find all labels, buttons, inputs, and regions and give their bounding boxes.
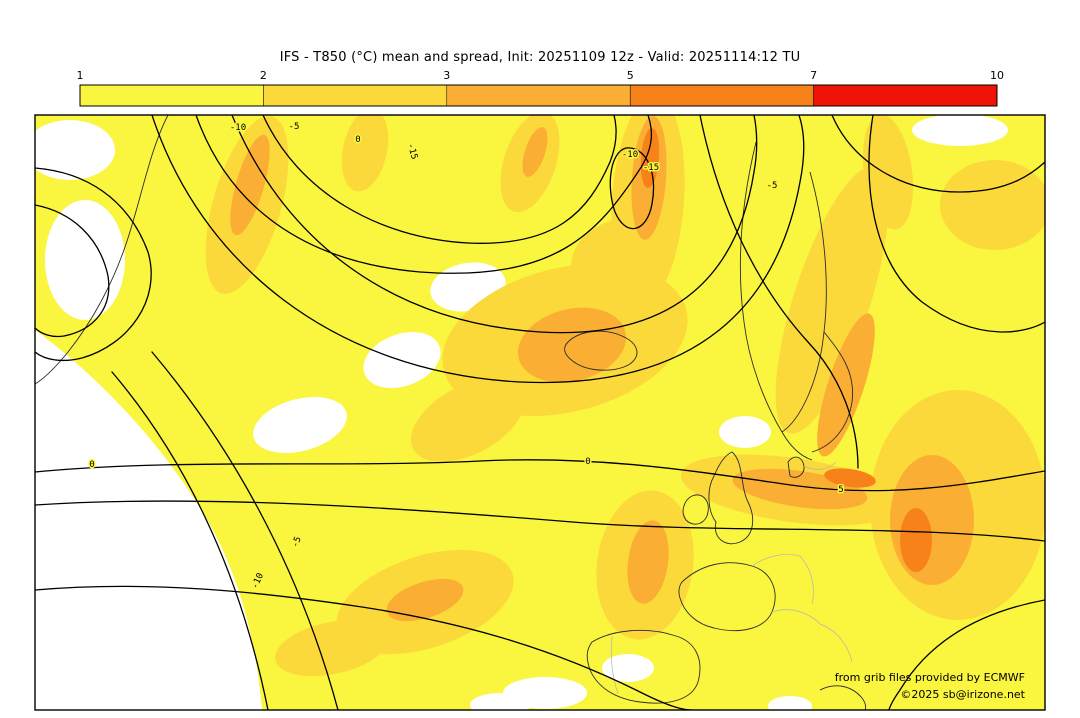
spread-region [640, 128, 660, 188]
spread-region [341, 115, 389, 192]
contour-line [195, 115, 652, 274]
spread-region [386, 578, 464, 622]
contour-label: -5 [767, 181, 778, 191]
spread-region [768, 696, 812, 710]
contour-line [35, 459, 1045, 492]
coastline-france [678, 562, 776, 631]
coastline-north-sea [781, 431, 813, 461]
spread-region [817, 313, 875, 457]
contour-line [111, 371, 269, 710]
spread-region [275, 619, 389, 677]
spread-region [45, 200, 125, 320]
border-line [771, 609, 821, 625]
spread-region [719, 416, 771, 448]
spread-region [35, 120, 115, 180]
spread-5-7-regions [640, 128, 932, 572]
spread-below1-regions [35, 115, 1008, 710]
coastline-iberia [586, 629, 701, 704]
country-borders [610, 461, 853, 695]
spread-region [912, 115, 1008, 146]
contour-label: 0 [355, 135, 360, 145]
coastline-baltic [811, 331, 854, 453]
colorbar-tick: 2 [260, 69, 267, 82]
contour-line [151, 115, 805, 384]
border-line [799, 555, 814, 605]
spread-region [940, 160, 1045, 250]
contour-line [35, 204, 110, 338]
spread-region [775, 166, 889, 434]
attribution-line2: ©2025 sb@irizone.net [900, 688, 1025, 701]
contour-label: -10 [230, 123, 246, 133]
colorbar-tick: 3 [443, 69, 450, 82]
contour-label: -10 [622, 150, 638, 160]
spread-region [410, 378, 526, 462]
contour-label: -5 [289, 122, 300, 132]
spread-region [517, 307, 627, 383]
colorbar: 1 2 3 5 7 10 [77, 69, 1004, 107]
attribution: from grib files provided by ECMWF ©2025 … [835, 671, 1026, 701]
colorbar-segment [263, 84, 448, 107]
coastline-sweden [781, 171, 827, 433]
contour-line [831, 115, 1045, 193]
coastline-ireland [682, 494, 709, 525]
contour-label: 5 [838, 485, 843, 495]
spread-3-5-regions [230, 116, 974, 622]
spread-region [35, 330, 262, 710]
colorbar-tick: 5 [627, 69, 634, 82]
colorbar-segment [446, 84, 631, 107]
contour-line [262, 115, 617, 244]
spread-region [253, 396, 347, 454]
colorbar-tick: 1 [77, 69, 84, 82]
contour-line [35, 585, 693, 710]
contour-line [35, 167, 152, 362]
colorbar-tick: 10 [990, 69, 1004, 82]
spread-region [824, 468, 876, 488]
border-line [610, 635, 619, 695]
colorbar-tick: 7 [810, 69, 817, 82]
coastline-greenland [35, 115, 169, 385]
contour-label: 0 [89, 460, 94, 470]
border-line [751, 554, 801, 567]
chart-title: IFS - T850 (°C) mean and spread, Init: 2… [279, 50, 801, 65]
spread-region [602, 654, 654, 682]
spread-region [627, 520, 669, 604]
coastline-norway [739, 141, 783, 433]
contour-label: -15 [643, 163, 659, 173]
spread-region [230, 134, 270, 236]
contour-line [231, 115, 758, 334]
border-line [803, 461, 837, 470]
temperature-contours [35, 115, 1045, 710]
border-line [819, 623, 853, 663]
coastlines [35, 115, 867, 710]
colorbar-frame [79, 84, 998, 107]
contour-line [609, 147, 655, 230]
colorbar-segment [79, 84, 264, 107]
attribution-line1: from grib files provided by ECMWF [835, 671, 1025, 684]
coastline-uk [708, 451, 754, 545]
spread-region [890, 455, 974, 585]
spread-region [470, 693, 530, 710]
contour-line [888, 599, 1045, 710]
spread-region [900, 508, 932, 572]
coastline-iceland [564, 330, 638, 371]
map-frame [34, 114, 1046, 711]
colorbar-segment [629, 84, 814, 107]
contour-line [699, 115, 859, 469]
contour-line [151, 351, 339, 710]
colorbar-segment [813, 84, 998, 107]
map-plot-area: -10 -5 0 -15 -10 -15 -5 0 5 -5 -10 0 fro… [35, 115, 1045, 710]
contour-line [868, 115, 1045, 333]
spread-region [522, 127, 548, 177]
coastline-italy [819, 685, 867, 710]
contour-line [35, 500, 1045, 542]
contour-label: 0 [585, 457, 590, 467]
spread-region [363, 331, 441, 389]
